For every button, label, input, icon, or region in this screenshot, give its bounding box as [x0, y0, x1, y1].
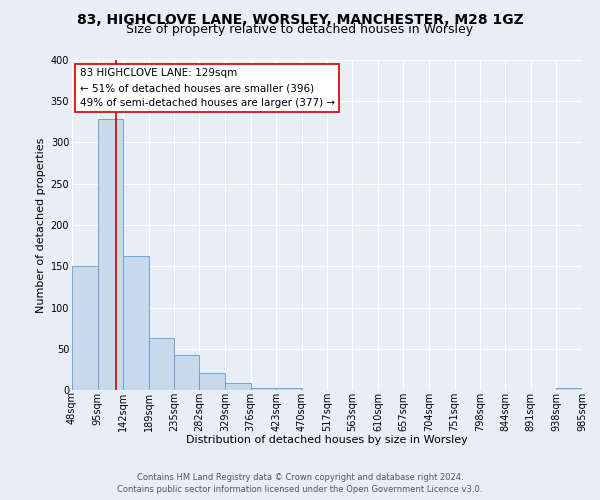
Bar [149, 338, 174, 390]
Bar [199, 372, 225, 390]
Bar [174, 356, 199, 390]
Text: Size of property relative to detached houses in Worsley: Size of property relative to detached ho… [127, 22, 473, 36]
Text: 83, HIGHCLOVE LANE, WORSLEY, MANCHESTER, M28 1GZ: 83, HIGHCLOVE LANE, WORSLEY, MANCHESTER,… [77, 12, 523, 26]
Bar [276, 388, 302, 390]
Bar [98, 120, 123, 390]
Bar [123, 256, 149, 390]
Y-axis label: Number of detached properties: Number of detached properties [37, 138, 46, 312]
X-axis label: Distribution of detached houses by size in Worsley: Distribution of detached houses by size … [186, 435, 468, 445]
Bar [72, 266, 98, 390]
Bar [556, 388, 582, 390]
Text: Contains HM Land Registry data © Crown copyright and database right 2024.
Contai: Contains HM Land Registry data © Crown c… [118, 472, 482, 494]
Text: 83 HIGHCLOVE LANE: 129sqm
← 51% of detached houses are smaller (396)
49% of semi: 83 HIGHCLOVE LANE: 129sqm ← 51% of detac… [80, 68, 335, 108]
Bar [225, 382, 251, 390]
Bar [251, 388, 276, 390]
